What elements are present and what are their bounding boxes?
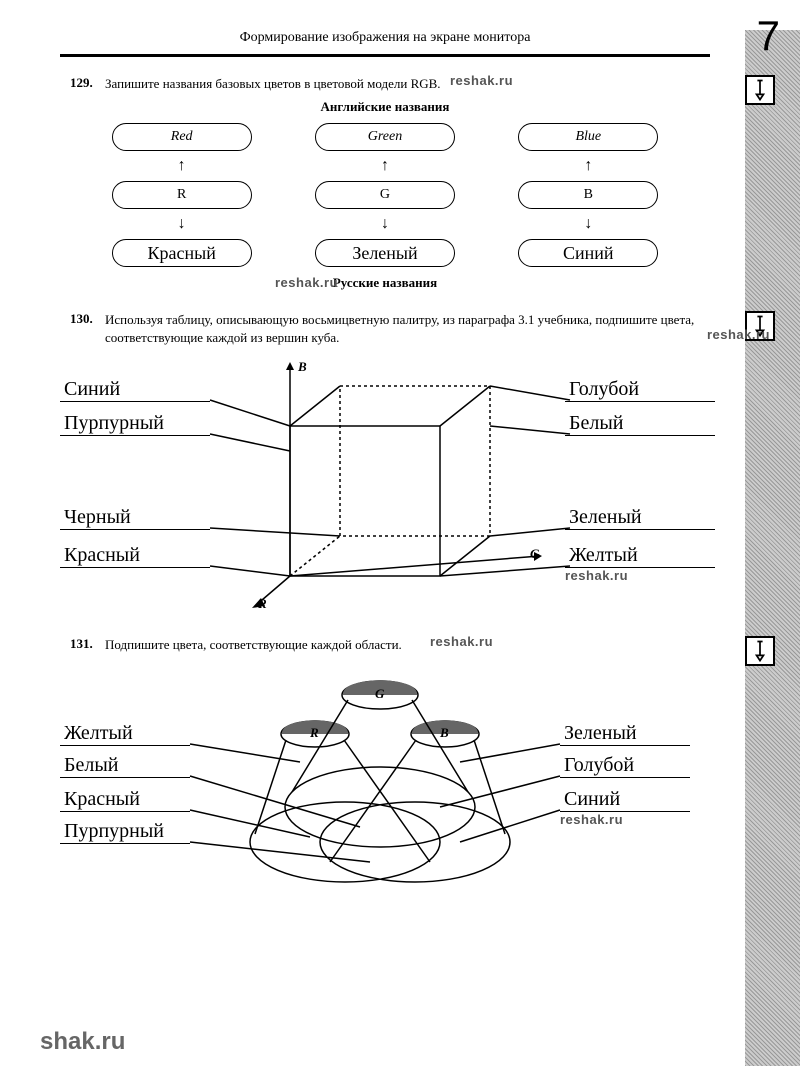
cube-diagram: B G R Синий Пурпурный Черный Красный Гол… bbox=[60, 356, 710, 616]
rgb-column-b: Blue B Синий bbox=[518, 123, 658, 267]
venn-label: Голубой bbox=[560, 754, 690, 778]
watermark: reshak.ru bbox=[450, 73, 513, 88]
pencil-icon bbox=[745, 75, 775, 105]
color-english-g: Green bbox=[315, 123, 455, 151]
russian-title-text: Русские названия bbox=[333, 275, 437, 290]
axis-r: R bbox=[258, 596, 267, 612]
watermark: reshak.ru bbox=[565, 568, 628, 583]
color-letter-r: R bbox=[112, 181, 252, 209]
rgb-diagram: Red R Красный Green G Зеленый Blue B Син… bbox=[60, 123, 710, 267]
russian-title: Русские названия reshak.ru bbox=[60, 275, 710, 291]
chapter-header: Формирование изображения на экране монит… bbox=[60, 30, 710, 57]
color-russian-g: Зеленый bbox=[315, 239, 455, 267]
arrow-down-icon bbox=[584, 215, 592, 233]
venn-label: Синий bbox=[560, 788, 690, 812]
rgb-column-r: Red R Красный bbox=[112, 123, 252, 267]
watermark: reshak.ru bbox=[430, 634, 493, 649]
venn-label: Белый bbox=[60, 754, 190, 778]
exercise-text: Подпишите цвета, соответствующие каждой … bbox=[60, 636, 710, 654]
exercise-number: 129. bbox=[70, 75, 93, 91]
cube-label: Зеленый bbox=[565, 506, 715, 530]
cube-label: Белый bbox=[565, 412, 715, 436]
axis-b: B bbox=[298, 359, 307, 375]
page-number: 7 bbox=[757, 12, 780, 60]
arrow-up-icon bbox=[178, 157, 186, 175]
circle-g: G bbox=[375, 686, 384, 702]
arrow-up-icon bbox=[584, 157, 592, 175]
arrow-down-icon bbox=[381, 215, 389, 233]
color-russian-b: Синий bbox=[518, 239, 658, 267]
pencil-icon bbox=[745, 636, 775, 666]
venn-label: Желтый bbox=[60, 722, 190, 746]
color-english-r: Red bbox=[112, 123, 252, 151]
venn-label: Красный bbox=[60, 788, 190, 812]
cube-label: Красный bbox=[60, 544, 210, 568]
arrow-up-icon bbox=[381, 157, 389, 175]
cube-label: Черный bbox=[60, 506, 210, 530]
side-texture-strip bbox=[745, 30, 800, 1066]
watermark: reshak.ru bbox=[560, 812, 623, 827]
english-title: Английские названия bbox=[60, 99, 710, 115]
header-title: Формирование изображения на экране монит… bbox=[240, 30, 531, 45]
color-letter-g: G bbox=[315, 181, 455, 209]
venn-svg bbox=[60, 662, 710, 902]
page-content: Формирование изображения на экране монит… bbox=[60, 30, 710, 1046]
cube-label: Голубой bbox=[565, 378, 715, 402]
color-russian-r: Красный bbox=[112, 239, 252, 267]
cube-label: Синий bbox=[60, 378, 210, 402]
exercise-number: 130. bbox=[70, 311, 93, 327]
exercise-text: Используя таблицу, описывающую восьмицве… bbox=[60, 311, 710, 347]
color-letter-b: B bbox=[518, 181, 658, 209]
cube-label: Пурпурный bbox=[60, 412, 210, 436]
axis-g: G bbox=[530, 546, 539, 562]
circle-b: B bbox=[440, 725, 449, 741]
color-english-b: Blue bbox=[518, 123, 658, 151]
rgb-column-g: Green G Зеленый bbox=[315, 123, 455, 267]
exercise-text: Запишите названия базовых цветов в цвето… bbox=[60, 75, 710, 93]
exercise-130: 130. Используя таблицу, описывающую вось… bbox=[60, 311, 710, 615]
venn-label: Пурпурный bbox=[60, 820, 190, 844]
circle-r: R bbox=[310, 725, 319, 741]
arrow-down-icon bbox=[178, 215, 186, 233]
exercise-number: 131. bbox=[70, 636, 93, 652]
exercise-129: 129. Запишите названия базовых цветов в … bbox=[60, 75, 710, 291]
watermark: reshak.ru bbox=[275, 275, 338, 290]
exercise-131: 131. Подпишите цвета, соответствующие ка… bbox=[60, 636, 710, 902]
cube-label: Желтый bbox=[565, 544, 715, 568]
bottom-watermark: shak.ru bbox=[40, 1028, 125, 1056]
watermark: reshak.ru bbox=[707, 327, 770, 342]
venn-diagram: G R B Желтый Белый Красный Пурпурный Зел… bbox=[60, 662, 710, 902]
venn-label: Зеленый bbox=[560, 722, 690, 746]
